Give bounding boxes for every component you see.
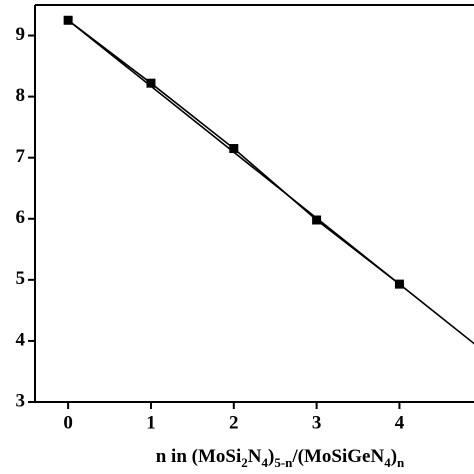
marker bbox=[312, 215, 322, 225]
x-label-part: ) bbox=[268, 446, 274, 467]
x-tick-label: 3 bbox=[312, 412, 322, 433]
fit-line bbox=[67, 19, 474, 345]
y-tick-label: 5 bbox=[16, 268, 26, 289]
y-tick-label: 7 bbox=[16, 146, 26, 167]
x-label-part: /(MoSiGeN bbox=[291, 446, 384, 467]
marker bbox=[229, 144, 239, 154]
x-tick-label: 1 bbox=[146, 412, 156, 433]
x-axis-label: n in (MoSi2N4)5-n/(MoSiGeN4)n bbox=[156, 446, 405, 470]
x-tick-label: 0 bbox=[63, 412, 73, 433]
marker bbox=[146, 78, 156, 88]
x-label-part: 4 bbox=[384, 455, 391, 470]
x-tick-label: 2 bbox=[229, 412, 239, 433]
x-label-part: 4 bbox=[261, 455, 268, 470]
x-label-part: 5-n bbox=[274, 455, 293, 470]
y-tick-label: 6 bbox=[16, 207, 26, 228]
plot-area bbox=[63, 15, 474, 345]
y-tick-label: 8 bbox=[16, 85, 26, 106]
x-label-part: n in (MoSi bbox=[156, 446, 242, 467]
y-tick-label: 4 bbox=[16, 329, 26, 350]
y-tick-label: 3 bbox=[16, 390, 26, 411]
marker bbox=[394, 279, 404, 289]
x-label-part: ) bbox=[391, 446, 397, 467]
x-tick-label: 4 bbox=[395, 412, 405, 433]
marker bbox=[63, 15, 73, 25]
x-label-part: n bbox=[397, 455, 405, 470]
y-tick-label: 9 bbox=[16, 24, 26, 45]
x-label-part: N bbox=[248, 446, 262, 467]
x-label-part: 2 bbox=[241, 455, 248, 470]
